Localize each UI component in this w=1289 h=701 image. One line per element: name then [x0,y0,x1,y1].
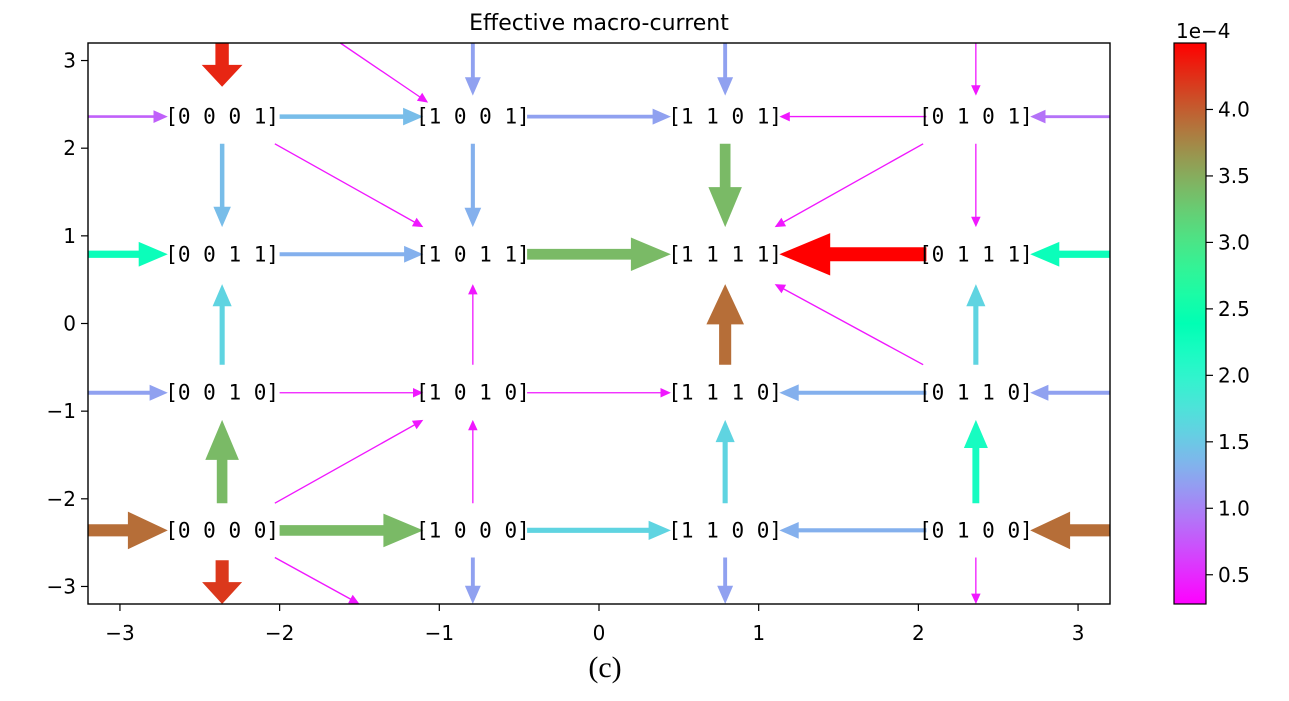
current-arrow [464,43,481,96]
state-node-label: [1 0 0 0] [416,518,530,542]
nodes-layer: [0 0 0 1] [1 0 0 1] [1 1 0 1] [0 1 0 1] [0 0… [165,105,1033,543]
current-arrow [279,388,424,398]
current-arrow [971,43,981,96]
x-tick-label: −3 [105,621,134,645]
y-tick-label: −1 [47,399,76,423]
colorbar-tick-label: 3.0 [1218,230,1250,254]
x-tick-label: 0 [593,621,606,645]
current-arrow [279,245,424,263]
x-tick-label: 3 [1072,621,1085,645]
x-axis: −3 −2 −1 0 1 2 3 [105,604,1084,645]
current-arrow [966,284,986,365]
current-arrow [279,107,424,126]
current-arrow [527,237,671,271]
current-arrow [212,284,232,365]
colorbar-tick-label: 1.0 [1218,496,1250,520]
current-arrow [1030,511,1110,550]
y-tick-label: −3 [47,574,76,598]
x-tick-label: −2 [265,621,294,645]
colorbar-offset-label: 1e−4 [1176,19,1231,43]
state-node-label: [0 1 1 0] [919,381,1033,405]
current-arrow [779,111,927,122]
current-arrow [274,556,360,604]
y-tick-label: 3 [63,49,76,73]
colorbar-tick-label: 3.5 [1218,164,1250,188]
y-tick-label: 0 [63,312,76,336]
current-arrow [201,43,243,87]
current-arrow [717,43,734,96]
x-tick-label: 2 [912,621,925,645]
y-tick-label: 2 [63,136,76,160]
state-node-label: [0 0 0 1] [165,105,279,129]
state-node-label: [0 1 1 1] [919,242,1033,266]
current-arrow [339,43,429,103]
current-arrow [274,419,424,504]
current-arrow [88,511,168,550]
current-arrow [774,143,924,228]
colorbar-tick-label: 1.5 [1218,430,1250,454]
state-node-label: [1 1 1 0] [668,381,782,405]
y-tick-label: −2 [47,487,76,511]
y-tick-label: 1 [63,224,76,248]
current-arrow [706,284,744,365]
state-node-label: [1 1 1 1] [668,242,782,266]
state-node-label: [0 0 1 1] [165,242,279,266]
current-arrow [468,419,478,504]
current-arrow [715,419,735,504]
state-node-label: [1 1 0 0] [668,518,782,542]
y-axis: −3 −2 −1 0 1 2 3 [47,49,88,598]
current-arrow [274,143,424,228]
current-arrow [1030,241,1110,267]
current-arrow [971,143,981,228]
chart-title: Effective macro-current [469,11,729,36]
colorbar-tick-label: 2.0 [1218,363,1250,387]
figure-caption: (c) [588,651,622,684]
current-arrow [88,241,168,267]
current-arrow [213,143,231,228]
current-arrow [88,110,168,123]
current-arrow [202,560,243,604]
colorbar-tick-label: 0.5 [1218,563,1250,587]
state-node-label: [0 1 0 0] [919,518,1033,542]
current-arrow [708,143,742,228]
current-arrow [1030,109,1110,124]
colorbar-tick-label: 4.0 [1218,97,1250,121]
colorbar-bar [1173,42,1207,605]
arrows-layer [88,43,1110,604]
current-arrow [717,557,734,604]
colorbar-tick-label: 2.5 [1218,297,1250,321]
state-node-label: [1 0 0 1] [416,105,530,129]
state-node-label: [1 1 0 1] [668,105,782,129]
current-arrow [1030,384,1110,401]
current-arrow [527,108,671,125]
current-arrow [464,557,481,604]
current-arrow [779,233,927,276]
current-arrow [971,557,981,604]
current-arrow [779,522,927,539]
current-arrow [468,284,478,365]
current-arrow [779,384,927,402]
state-node-label: [1 0 1 1] [416,242,530,266]
state-node-label: [0 0 0 0] [165,518,279,542]
colorbar-axis: 0.5 1.0 1.5 2.0 2.5 3.0 3.5 4.0 [1206,97,1250,587]
current-arrow [963,419,988,504]
current-arrow [205,419,239,504]
current-arrow [527,520,671,540]
state-node-label: [0 1 0 1] [919,105,1033,129]
current-arrow [774,284,924,366]
x-tick-label: 1 [752,621,765,645]
current-arrow [464,143,482,228]
state-node-label: [0 0 1 0] [165,381,279,405]
current-arrow [279,513,424,548]
x-tick-label: −1 [425,621,454,645]
current-arrow [527,388,671,398]
current-arrow [88,384,168,401]
state-node-label: [1 0 1 0] [416,381,530,405]
